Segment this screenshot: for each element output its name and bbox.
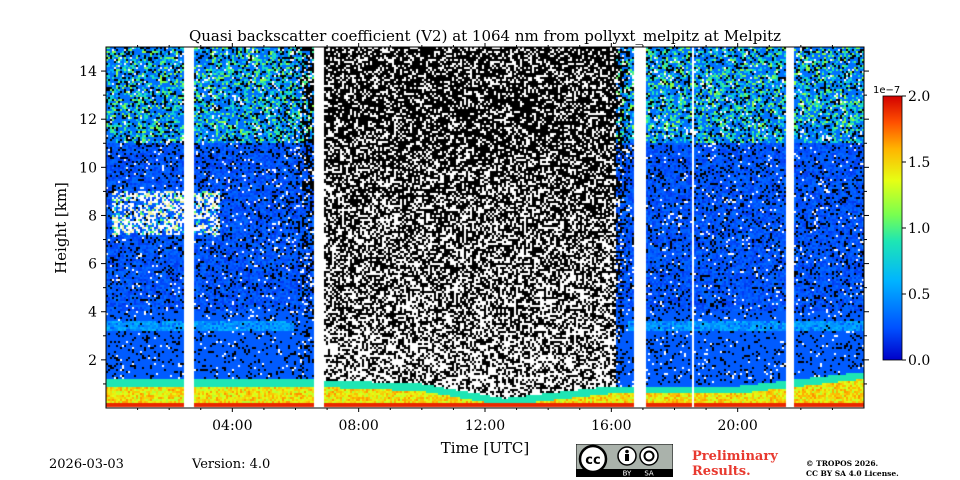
- preliminary-line-1: Preliminary: [692, 449, 778, 464]
- sa-label: SA: [644, 470, 654, 478]
- y-axis-ticks: 2 4 6 8 10 12 14: [79, 64, 869, 385]
- preliminary-results-label: Preliminary Results.: [692, 449, 778, 479]
- x-tick-label: 08:00: [338, 418, 378, 434]
- by-label: BY: [623, 470, 632, 478]
- y-tick-label: 6: [88, 257, 97, 273]
- colorbar: [882, 95, 903, 361]
- chart-title: Quasi backscatter coefficient (V2) at 10…: [189, 27, 781, 45]
- svg-text:cc: cc: [585, 453, 600, 468]
- y-tick-label: 2: [88, 353, 97, 369]
- cc-license-badge: cc BY SA: [576, 444, 673, 477]
- colorbar-tick-label: 2.0: [908, 89, 930, 105]
- y-axis-label: Height [km]: [52, 182, 70, 274]
- colorbar-tick-label: 0.0: [908, 353, 930, 369]
- y-tick-label: 4: [88, 305, 97, 321]
- colorbar-scale-label: 1e−7: [873, 85, 900, 96]
- preliminary-line-2: Results.: [692, 464, 751, 479]
- colorbar-tick-label: 0.5: [908, 287, 930, 303]
- y-tick-label: 8: [88, 208, 97, 224]
- y-tick-label: 12: [79, 112, 97, 128]
- version-label: Version: 4.0: [192, 457, 271, 472]
- x-tick-label: 16:00: [591, 418, 631, 434]
- x-tick-label: 20:00: [717, 418, 757, 434]
- copyright-notice: © TROPOS 2026. CC BY SA 4.0 License.: [806, 459, 899, 479]
- heatmap-image: [106, 47, 864, 408]
- colorbar-tick-label: 1.0: [908, 221, 930, 237]
- by-icon: [617, 446, 637, 466]
- date-label: 2026-03-03: [49, 457, 124, 472]
- heatmap-plot-area: [106, 47, 864, 408]
- x-tick-label: 12:00: [465, 418, 505, 434]
- copyright-line-2: CC BY SA 4.0 License.: [806, 469, 899, 478]
- y-tick-label: 10: [79, 160, 97, 176]
- colorbar-ticks: 0.0 0.5 1.0 1.5 2.0: [902, 89, 930, 369]
- cc-icon: cc: [578, 444, 608, 474]
- x-axis-ticks: 04:00 08:00 12:00 16:00 20:00: [137, 43, 833, 434]
- y-tick-label: 14: [79, 64, 97, 80]
- copyright-line-1: © TROPOS 2026.: [806, 459, 879, 468]
- sa-icon: [639, 446, 659, 466]
- x-axis-label: Time [UTC]: [441, 439, 530, 457]
- x-tick-label: 04:00: [212, 418, 252, 434]
- colorbar-tick-label: 1.5: [908, 155, 930, 171]
